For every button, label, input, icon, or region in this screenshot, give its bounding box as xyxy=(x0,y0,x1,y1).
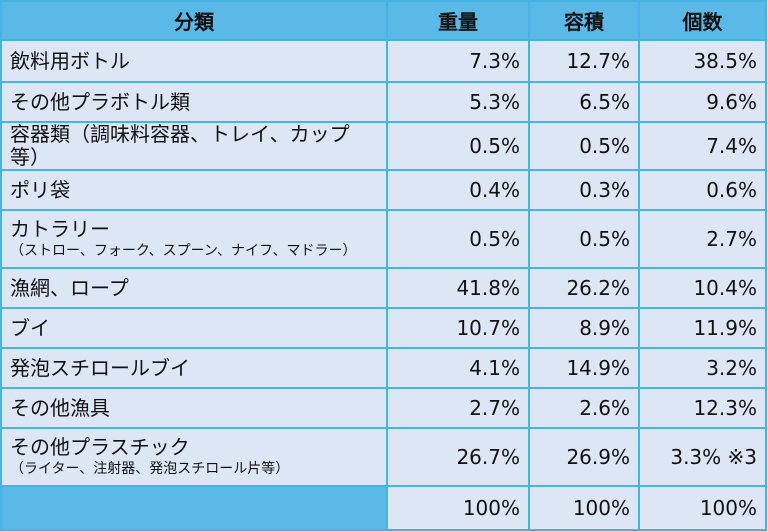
category-cell: ポリ袋 xyxy=(0,169,388,211)
table-row: カトラリー （ストロー、フォーク、スプーン、ナイフ、マドラー） 0.5% 0.5%… xyxy=(0,209,767,269)
table-row: ポリ袋 0.4% 0.3% 0.6% xyxy=(0,169,767,211)
count-cell: 10.4% xyxy=(638,267,767,309)
weight-cell: 0.5% xyxy=(386,121,530,171)
total-weight-cell: 100% xyxy=(386,485,530,531)
category-cell: 飲料用ボトル xyxy=(0,39,388,83)
volume-cell: 26.2% xyxy=(528,267,640,309)
count-cell: 11.9% xyxy=(638,307,767,349)
volume-cell: 26.9% xyxy=(528,427,640,487)
category-label: 飲料用ボトル xyxy=(10,48,130,73)
count-cell: 2.7% xyxy=(638,209,767,269)
category-label: その他漁具 xyxy=(10,395,110,420)
category-cell: 漁網、ロープ xyxy=(0,267,388,309)
count-cell: 12.3% xyxy=(638,387,767,429)
category-label: 漁網、ロープ xyxy=(10,275,129,300)
category-label: ブイ xyxy=(10,315,50,340)
category-cell: その他プラボトル類 xyxy=(0,81,388,123)
count-cell: 7.4% xyxy=(638,121,767,171)
header-weight: 重量 xyxy=(386,0,530,41)
weight-cell: 26.7% xyxy=(386,427,530,487)
total-count-cell: 100% xyxy=(638,485,767,531)
category-label: カトラリー xyxy=(10,217,110,242)
category-label: その他プラボトル類 xyxy=(10,89,190,114)
total-row: 100% 100% 100% xyxy=(0,485,767,531)
header-count: 個数 xyxy=(638,0,767,41)
category-cell: ブイ xyxy=(0,307,388,349)
weight-cell: 4.1% xyxy=(386,347,530,389)
header-volume: 容積 xyxy=(528,0,640,41)
header-category: 分類 xyxy=(0,0,388,41)
table-row: 発泡スチロールブイ 4.1% 14.9% 3.2% xyxy=(0,347,767,389)
volume-cell: 0.5% xyxy=(528,121,640,171)
table-row: ブイ 10.7% 8.9% 11.9% xyxy=(0,307,767,349)
table-row: 飲料用ボトル 7.3% 12.7% 38.5% xyxy=(0,39,767,83)
volume-cell: 0.5% xyxy=(528,209,640,269)
count-cell: 3.3% ※3 xyxy=(638,427,767,487)
weight-cell: 2.7% xyxy=(386,387,530,429)
volume-cell: 14.9% xyxy=(528,347,640,389)
count-cell: 3.2% xyxy=(638,347,767,389)
category-label: 容器類（調味料容器、トレイ、カップ等） xyxy=(10,122,350,169)
category-cell: その他漁具 xyxy=(0,387,388,429)
volume-cell: 6.5% xyxy=(528,81,640,123)
weight-cell: 5.3% xyxy=(386,81,530,123)
table-row: その他漁具 2.7% 2.6% 12.3% xyxy=(0,387,767,429)
total-volume-cell: 100% xyxy=(528,485,640,531)
weight-cell: 10.7% xyxy=(386,307,530,349)
category-label: ポリ袋 xyxy=(10,177,70,202)
header-row: 分類 重量 容積 個数 xyxy=(0,0,767,41)
category-cell: カトラリー （ストロー、フォーク、スプーン、ナイフ、マドラー） xyxy=(0,209,388,269)
total-label-cell xyxy=(0,485,388,531)
category-label: 発泡スチロールブイ xyxy=(10,355,190,380)
count-cell: 0.6% xyxy=(638,169,767,211)
table-row: 漁網、ロープ 41.8% 26.2% 10.4% xyxy=(0,267,767,309)
weight-cell: 0.4% xyxy=(386,169,530,211)
weight-cell: 41.8% xyxy=(386,267,530,309)
volume-cell: 8.9% xyxy=(528,307,640,349)
count-cell: 9.6% xyxy=(638,81,767,123)
table-row: 容器類（調味料容器、トレイ、カップ等） 0.5% 0.5% 7.4% xyxy=(0,121,767,171)
category-cell: 容器類（調味料容器、トレイ、カップ等） xyxy=(0,121,388,171)
table-row: その他プラスチック （ライター、注射器、発泡スチロール片等） 26.7% 26.9… xyxy=(0,427,767,487)
volume-cell: 0.3% xyxy=(528,169,640,211)
category-cell: その他プラスチック （ライター、注射器、発泡スチロール片等） xyxy=(0,427,388,487)
table-row: その他プラボトル類 5.3% 6.5% 9.6% xyxy=(0,81,767,123)
count-cell: 38.5% xyxy=(638,39,767,83)
weight-cell: 7.3% xyxy=(386,39,530,83)
category-sublabel: （ライター、注射器、発泡スチロール片等） xyxy=(10,461,290,478)
weight-cell: 0.5% xyxy=(386,209,530,269)
volume-cell: 2.6% xyxy=(528,387,640,429)
category-label: その他プラスチック xyxy=(10,435,190,460)
volume-cell: 12.7% xyxy=(528,39,640,83)
category-sublabel: （ストロー、フォーク、スプーン、ナイフ、マドラー） xyxy=(10,243,357,260)
category-cell: 発泡スチロールブイ xyxy=(0,347,388,389)
